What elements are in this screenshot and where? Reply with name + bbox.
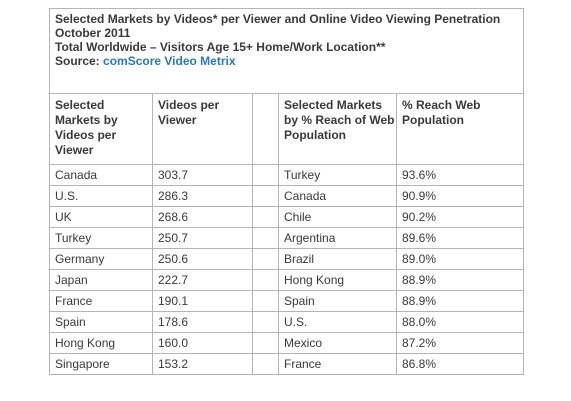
separator-cell [252,353,279,375]
separator-cell [252,93,279,165]
market-by-videos-cell: Germany [49,248,153,270]
videos-per-viewer-cell: 160.0 [152,332,253,354]
table-row: U.S. 286.3 Canada 90.9% [49,185,525,207]
separator-cell [252,185,279,207]
videos-per-viewer-cell: 250.7 [152,227,253,249]
title-line-2: October 2011 [55,26,131,40]
videos-per-viewer-cell: 250.6 [152,248,253,270]
reach-percent-cell: 89.0% [395,248,525,270]
table-row: Turkey 250.7 Argentina 89.6% [49,227,525,249]
table-row: France 190.1 Spain 88.9% [49,290,525,312]
separator-cell [252,227,279,249]
table-row: Canada 303.7 Turkey 93.6% [49,164,525,186]
header-markets-videos: Selected Markets by Videos per Viewer [49,93,153,165]
market-by-reach-cell: Argentina [278,227,397,249]
videos-per-viewer-cell: 153.2 [152,353,253,375]
reach-percent-cell: 86.8% [395,353,525,375]
videos-per-viewer-cell: 268.6 [152,206,253,228]
market-by-reach-cell: Brazil [278,248,397,270]
market-by-reach-cell: Spain [278,290,397,312]
reach-percent-cell: 88.9% [395,290,525,312]
market-by-videos-cell: U.S. [49,185,153,207]
reach-percent-cell: 89.6% [395,227,525,249]
reach-percent-cell: 90.2% [395,206,525,228]
market-by-videos-cell: Spain [49,311,153,333]
table-row: UK 268.6 Chile 90.2% [49,206,525,228]
source-name: comScore Video Metrix [103,54,236,68]
source-label: Source: [55,54,104,68]
videos-per-viewer-cell: 190.1 [152,290,253,312]
videos-per-viewer-cell: 286.3 [152,185,253,207]
data-table: Selected Markets by Videos* per Viewer a… [48,8,525,375]
table-container: Selected Markets by Videos* per Viewer a… [48,8,525,375]
market-by-videos-cell: Canada [49,164,153,186]
market-by-videos-cell: France [49,290,153,312]
separator-cell [252,332,279,354]
market-by-reach-cell: Canada [278,185,397,207]
table-row: Germany 250.6 Brazil 89.0% [49,248,525,270]
videos-per-viewer-cell: 178.6 [152,311,253,333]
title-line-3: Total Worldwide – Visitors Age 15+ Home/… [55,40,386,54]
separator-cell [252,248,279,270]
market-by-videos-cell: Hong Kong [49,332,153,354]
title-row: Selected Markets by Videos* per Viewer a… [48,8,525,94]
market-by-videos-cell: Japan [49,269,153,291]
reach-percent-cell: 87.2% [395,332,525,354]
market-by-reach-cell: France [278,353,397,375]
videos-per-viewer-cell: 222.7 [152,269,253,291]
reach-percent-cell: 88.9% [395,269,525,291]
market-by-videos-cell: Turkey [49,227,153,249]
separator-cell [252,269,279,291]
reach-percent-cell: 88.0% [395,311,525,333]
header-reach-web-population: % Reach Web Population [395,93,525,165]
header-videos-per-viewer: Videos per Viewer [152,93,253,165]
table-row: Singapore 153.2 France 86.8% [49,353,525,375]
table-row: Japan 222.7 Hong Kong 88.9% [49,269,525,291]
separator-cell [252,164,279,186]
reach-percent-cell: 93.6% [395,164,525,186]
market-by-videos-cell: Singapore [49,353,153,375]
videos-per-viewer-cell: 303.7 [152,164,253,186]
separator-cell [252,290,279,312]
separator-cell [252,206,279,228]
market-by-reach-cell: U.S. [278,311,397,333]
header-markets-reach: Selected Markets by % Reach of Web Popul… [278,93,397,165]
market-by-reach-cell: Hong Kong [278,269,397,291]
reach-percent-cell: 90.9% [395,185,525,207]
header-row: Selected Markets by Videos per Viewer Vi… [49,93,525,165]
table-title: Selected Markets by Videos* per Viewer a… [48,8,525,94]
market-by-reach-cell: Chile [278,206,397,228]
market-by-videos-cell: UK [49,206,153,228]
title-line-1: Selected Markets by Videos* per Viewer a… [55,12,501,26]
market-by-reach-cell: Turkey [278,164,397,186]
table-row: Hong Kong 160.0 Mexico 87.2% [49,332,525,354]
separator-cell [252,311,279,333]
market-by-reach-cell: Mexico [278,332,397,354]
table-row: Spain 178.6 U.S. 88.0% [49,311,525,333]
source-line: Source: comScore Video Metrix [55,54,519,68]
